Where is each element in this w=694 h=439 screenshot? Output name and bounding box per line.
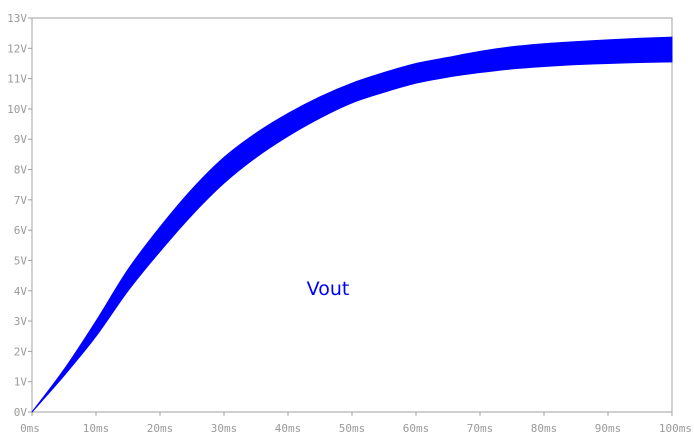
y-tick-label: 6V <box>14 224 28 237</box>
y-tick-label: 12V <box>7 42 27 55</box>
y-tick-label: 4V <box>14 285 28 298</box>
x-tick-label: 50ms <box>339 422 366 435</box>
x-tick-label: 20ms <box>147 422 174 435</box>
y-tick-label: 13V <box>7 12 27 25</box>
x-tick-label: 0ms <box>20 422 40 435</box>
x-tick-label: 30ms <box>211 422 238 435</box>
y-tick-label: 7V <box>14 194 28 207</box>
series-label-vout: Vout <box>307 278 350 300</box>
x-tick-label: 10ms <box>83 422 110 435</box>
y-tick-label: 11V <box>7 73 27 86</box>
y-tick-label: 0V <box>14 406 28 419</box>
x-tick-label: 60ms <box>403 422 430 435</box>
y-tick-label: 8V <box>14 164 28 177</box>
y-tick-label: 1V <box>14 376 28 389</box>
x-tick-label: 80ms <box>531 422 558 435</box>
x-axis: 0ms 10ms 20ms 30ms 40ms 50ms 60ms 70ms 80ms 90ms 1… <box>20 412 692 435</box>
y-tick-label: 5V <box>14 254 28 267</box>
series-layer <box>31 36 673 413</box>
y-tick-label: 10V <box>7 103 27 116</box>
plot-frame <box>31 17 673 413</box>
series-band-vout <box>31 36 673 413</box>
x-tick-label: 70ms <box>467 422 494 435</box>
y-tick-label: 9V <box>14 133 28 146</box>
y-axis: 0V 1V 2V 3V 4V 5V 6V 7V 8V 9V 10V 11V 12V 13V <box>7 12 32 419</box>
y-tick-label: 2V <box>14 345 28 358</box>
x-tick-label: 100ms <box>659 422 692 435</box>
x-tick-label: 40ms <box>275 422 302 435</box>
x-tick-label: 90ms <box>595 422 622 435</box>
y-tick-label: 3V <box>14 315 28 328</box>
